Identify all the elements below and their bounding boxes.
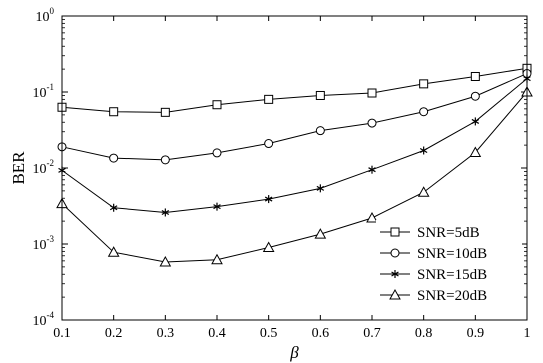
data-point — [469, 146, 482, 157]
data-point — [211, 253, 223, 265]
data-point — [264, 94, 274, 104]
data-point — [213, 202, 221, 211]
data-point — [161, 208, 170, 217]
data-point — [417, 186, 430, 197]
data-point — [315, 126, 325, 136]
y-tick-labels: 100 10-1 10-2 10-3 10-4 — [33, 6, 55, 329]
data-point — [366, 211, 378, 223]
data-point — [316, 184, 325, 193]
y-tick-label: 10-4 — [33, 310, 55, 329]
data-point — [262, 241, 275, 252]
series-3 — [58, 74, 531, 217]
legend-entry: SNR=15dB — [380, 267, 487, 283]
series-2 — [57, 69, 532, 165]
x-tick-label: 0.2 — [105, 326, 123, 341]
data-point — [314, 228, 327, 239]
data-point — [470, 71, 480, 81]
legend-entry: SNR=5dB — [380, 225, 480, 241]
series-line — [61, 78, 528, 213]
x-axis-label: β — [289, 343, 299, 362]
legend-label: SNR=20dB — [417, 288, 487, 304]
x-tick-labels: 0.1 0.2 0.3 0.4 0.5 0.6 0.7 0.8 0.9 1 — [53, 326, 530, 341]
data-point — [368, 165, 376, 174]
data-point — [212, 148, 222, 158]
data-point — [109, 203, 118, 212]
legend-marker — [390, 248, 400, 258]
legend-entry: SNR=10dB — [380, 246, 487, 262]
data-point — [419, 79, 429, 89]
x-tick-label: 0.1 — [53, 326, 71, 341]
series-layer — [56, 63, 533, 267]
legend-marker — [390, 227, 400, 237]
plot-frame — [61, 15, 528, 321]
x-tick-label: 0.3 — [157, 326, 175, 341]
legend-box — [376, 220, 522, 306]
series-1 — [57, 63, 532, 117]
data-point — [264, 139, 274, 149]
y-tick-label: 10-1 — [33, 82, 55, 101]
data-point — [109, 107, 119, 117]
legend-label: SNR=10dB — [417, 246, 487, 262]
data-point — [107, 246, 120, 257]
data-point — [109, 153, 119, 163]
x-tick-label: 0.5 — [260, 326, 278, 341]
y-tick-label: 10-3 — [33, 234, 55, 253]
y-axis-label: BER — [9, 151, 28, 185]
data-point — [419, 107, 429, 117]
data-point — [367, 118, 377, 128]
data-point — [471, 117, 480, 126]
x-tick-label: 0.4 — [208, 326, 226, 341]
x-tick-label: 0.8 — [415, 326, 433, 341]
series-line — [61, 91, 528, 263]
series-4 — [56, 85, 533, 267]
data-point — [160, 107, 170, 117]
x-tick-label: 0.7 — [363, 326, 381, 341]
y-tick-label: 100 — [36, 6, 55, 25]
y-tick-label: 10-2 — [33, 158, 55, 177]
data-point — [419, 146, 428, 155]
series-line — [61, 73, 528, 161]
data-point — [367, 88, 377, 98]
x-tick-label: 0.6 — [312, 326, 330, 341]
data-point — [159, 255, 172, 267]
x-tick-label: 0.9 — [467, 326, 485, 341]
legend-label: SNR=5dB — [417, 225, 480, 241]
data-point — [212, 100, 222, 110]
data-point — [264, 195, 273, 204]
legend-marker — [389, 288, 401, 300]
legend-marker — [391, 270, 399, 278]
legend-label: SNR=15dB — [417, 267, 487, 283]
x-tick-label: 1 — [524, 326, 531, 341]
data-point — [160, 155, 170, 165]
data-point — [315, 90, 325, 100]
legend-entry: SNR=20dB — [380, 288, 487, 304]
data-point — [470, 91, 480, 101]
legend: SNR=5dB SNR=10dB SNR=15dB SNR=20dB — [376, 220, 522, 306]
series-line — [61, 67, 528, 113]
